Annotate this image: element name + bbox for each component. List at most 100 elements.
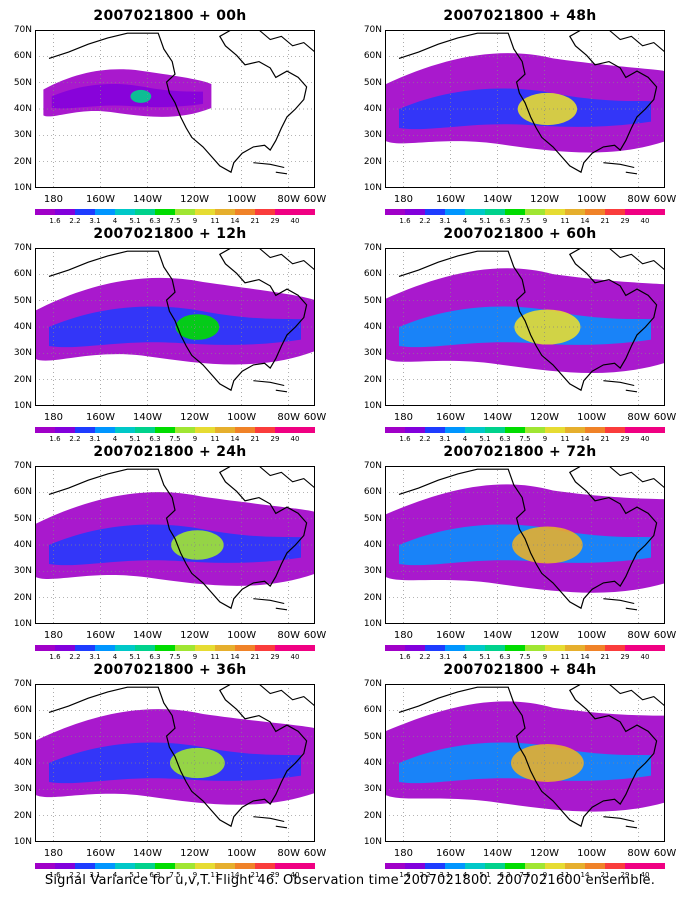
- colorbar-swatch: [115, 863, 135, 869]
- colorbar-swatch: [505, 863, 525, 869]
- colorbar-swatch: [645, 645, 665, 651]
- colorbar-swatch: [545, 427, 565, 433]
- colorbar: [385, 427, 665, 433]
- colorbar-swatch: [35, 209, 55, 215]
- colorbar: [35, 645, 315, 651]
- colorbar-swatch: [115, 645, 135, 651]
- colorbar-swatch: [385, 863, 405, 869]
- colorbar-swatch: [545, 863, 565, 869]
- lat-tick-label: 50N: [350, 515, 382, 524]
- lon-tick-label: 60W: [645, 848, 685, 859]
- colorbar-swatch: [255, 645, 275, 651]
- lon-tick-label: 120W: [525, 630, 565, 641]
- lat-tick-label: 30N: [350, 785, 382, 794]
- colorbar-swatch: [445, 427, 465, 433]
- colorbar-swatch: [75, 863, 95, 869]
- colorbar-swatch: [565, 209, 585, 215]
- lat-tick-label: 70N: [350, 244, 382, 253]
- colorbar-swatch: [235, 645, 255, 651]
- colorbar-label: 40: [283, 217, 307, 225]
- lon-tick-label: 180: [33, 630, 73, 641]
- lon-tick-label: 140W: [128, 412, 168, 423]
- lat-tick-label: 50N: [350, 297, 382, 306]
- colorbar-swatch: [215, 645, 235, 651]
- lat-tick-label: 70N: [350, 680, 382, 689]
- lat-tick-label: 60N: [350, 488, 382, 497]
- lat-tick-label: 50N: [0, 297, 32, 306]
- colorbar-label: 40: [633, 217, 657, 225]
- lat-tick-label: 30N: [350, 131, 382, 140]
- lon-tick-label: 100W: [222, 630, 262, 641]
- variance-map: [35, 248, 315, 406]
- colorbar-swatch: [565, 863, 585, 869]
- colorbar-swatch: [465, 863, 485, 869]
- map-panel: 2007021800 + 60h 70N 60N 50N 40N 30N 20N 10N 180…: [350, 226, 690, 444]
- colorbar-swatch: [155, 427, 175, 433]
- colorbar-swatch: [465, 427, 485, 433]
- lat-tick-label: 60N: [0, 270, 32, 279]
- lon-tick-label: 140W: [478, 194, 518, 205]
- lat-tick-label: 40N: [350, 105, 382, 114]
- lat-tick-label: 20N: [0, 158, 32, 167]
- colorbar-swatch: [645, 863, 665, 869]
- colorbar-swatch: [295, 209, 315, 215]
- colorbar: [385, 209, 665, 215]
- lat-tick-label: 70N: [350, 462, 382, 471]
- lon-tick-label: 140W: [478, 848, 518, 859]
- map-panel: 2007021800 + 72h 70N 60N 50N 40N 30N 20N 10N 180…: [350, 444, 690, 662]
- panel-title: 2007021800 + 00h: [0, 8, 340, 24]
- lat-tick-label: 20N: [0, 376, 32, 385]
- lon-tick-label: 60W: [295, 630, 335, 641]
- colorbar-swatch: [95, 427, 115, 433]
- lat-tick-label: 60N: [0, 706, 32, 715]
- lon-tick-label: 60W: [645, 630, 685, 641]
- lon-tick-label: 140W: [128, 848, 168, 859]
- lat-tick-label: 20N: [350, 158, 382, 167]
- lon-tick-label: 120W: [175, 194, 215, 205]
- lat-tick-label: 40N: [350, 541, 382, 550]
- lon-tick-label: 60W: [645, 412, 685, 423]
- lat-tick-label: 50N: [0, 79, 32, 88]
- panel-title: 2007021800 + 84h: [350, 662, 690, 678]
- variance-map: [385, 466, 665, 624]
- lat-tick-label: 60N: [350, 706, 382, 715]
- colorbar-swatch: [425, 427, 445, 433]
- colorbar-swatch: [175, 645, 195, 651]
- colorbar-swatch: [545, 645, 565, 651]
- map-panel: 2007021800 + 00h 70N 60N 50N 40N 30N 20N 10N 180…: [0, 8, 340, 226]
- colorbar: [385, 645, 665, 651]
- lon-tick-label: 100W: [572, 848, 612, 859]
- lon-tick-label: 180: [33, 194, 73, 205]
- colorbar-swatch: [525, 645, 545, 651]
- colorbar-swatch: [485, 427, 505, 433]
- lon-tick-label: 160W: [81, 412, 121, 423]
- colorbar-swatch: [55, 863, 75, 869]
- lon-tick-label: 180: [383, 848, 423, 859]
- lon-tick-label: 160W: [431, 848, 471, 859]
- colorbar-swatch: [115, 427, 135, 433]
- lon-tick-label: 120W: [175, 412, 215, 423]
- lat-tick-label: 70N: [0, 244, 32, 253]
- colorbar-swatch: [605, 863, 625, 869]
- colorbar-swatch: [465, 645, 485, 651]
- variance-map: [35, 466, 315, 624]
- lat-tick-label: 60N: [350, 270, 382, 279]
- variance-map: [35, 30, 315, 188]
- colorbar-swatch: [505, 427, 525, 433]
- colorbar-swatch: [445, 209, 465, 215]
- variance-map: [35, 684, 315, 842]
- lat-tick-label: 10N: [350, 402, 382, 411]
- lon-tick-label: 140W: [478, 412, 518, 423]
- colorbar-swatch: [95, 863, 115, 869]
- colorbar-swatch: [625, 209, 645, 215]
- lon-tick-label: 180: [383, 630, 423, 641]
- lat-tick-label: 30N: [0, 785, 32, 794]
- lat-tick-label: 10N: [350, 838, 382, 847]
- lat-tick-label: 50N: [350, 79, 382, 88]
- colorbar-swatch: [35, 863, 55, 869]
- lat-tick-label: 10N: [350, 620, 382, 629]
- colorbar-swatch: [155, 209, 175, 215]
- colorbar-swatch: [645, 209, 665, 215]
- colorbar-swatch: [135, 645, 155, 651]
- colorbar-swatch: [485, 209, 505, 215]
